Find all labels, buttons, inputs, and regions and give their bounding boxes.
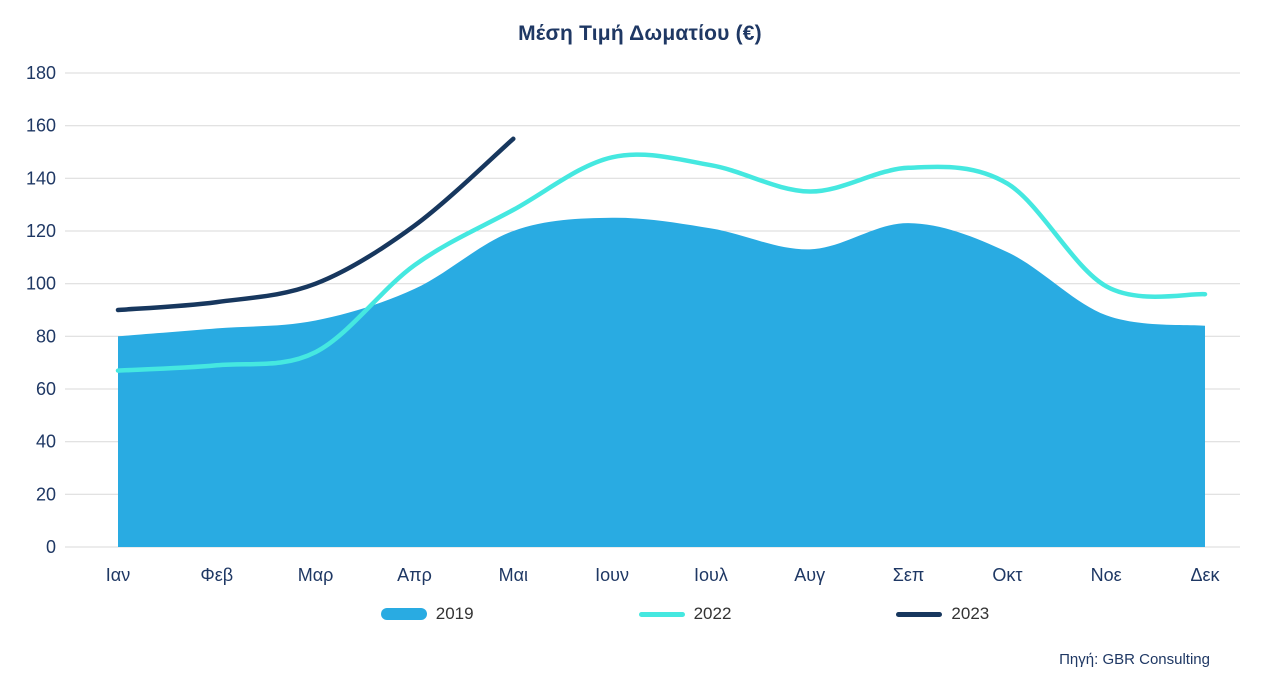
legend-item-2023[interactable]: 2023 bbox=[896, 604, 989, 624]
line-series-2022 bbox=[115, 152, 1208, 373]
legend-label-2022: 2022 bbox=[693, 604, 732, 623]
legend-swatch-2023 bbox=[896, 611, 943, 617]
y-axis-label-140: 140 bbox=[26, 168, 56, 188]
legend-swatch-2022 bbox=[638, 611, 685, 617]
y-axis-label-0: 0 bbox=[46, 537, 56, 557]
x-axis-label-Ιουν: Ιουν bbox=[595, 565, 629, 585]
legend-swatch-2019 bbox=[380, 608, 427, 620]
y-axis-label-20: 20 bbox=[36, 484, 56, 504]
y-axis-label-120: 120 bbox=[26, 221, 56, 241]
x-axis-label-Απρ: Απρ bbox=[397, 565, 432, 585]
y-axis-label-160: 160 bbox=[26, 116, 56, 136]
x-axis-label-Ιαν: Ιαν bbox=[106, 565, 130, 585]
x-axis-label-Δεκ: Δεκ bbox=[1190, 565, 1220, 585]
y-axis-label-40: 40 bbox=[36, 432, 56, 452]
x-axis-label-Ιουλ: Ιουλ bbox=[694, 565, 728, 585]
x-axis-label-Μαι: Μαι bbox=[499, 565, 528, 585]
x-axis-label-Μαρ: Μαρ bbox=[298, 565, 334, 585]
x-axis-label-Φεβ: Φεβ bbox=[200, 565, 233, 585]
legend: 2019 2022 2023 bbox=[0, 604, 1280, 624]
area-series-2019 bbox=[118, 217, 1205, 547]
x-axis-label-Νοε: Νοε bbox=[1091, 565, 1122, 585]
y-axis-label-60: 60 bbox=[36, 379, 56, 399]
y-axis-label-180: 180 bbox=[26, 63, 56, 83]
chart-title: Μέση Τιμή Δωματίου (€) bbox=[518, 22, 762, 45]
x-axis-label-Οκτ: Οκτ bbox=[992, 565, 1022, 585]
legend-label-2023: 2023 bbox=[951, 604, 990, 623]
legend-label-2019: 2019 bbox=[435, 604, 474, 623]
y-axis-label-100: 100 bbox=[26, 274, 56, 294]
y-axis-label-80: 80 bbox=[36, 326, 56, 346]
line-series-2023 bbox=[115, 136, 516, 313]
legend-item-2019[interactable]: 2019 bbox=[380, 604, 474, 624]
legend-item-2022[interactable]: 2022 bbox=[638, 604, 732, 624]
x-axis-label-Σεπ: Σεπ bbox=[893, 565, 925, 585]
x-axis-label-Αυγ: Αυγ bbox=[794, 565, 825, 585]
source-credit: Πηγή: GBR Consulting bbox=[1059, 651, 1210, 668]
